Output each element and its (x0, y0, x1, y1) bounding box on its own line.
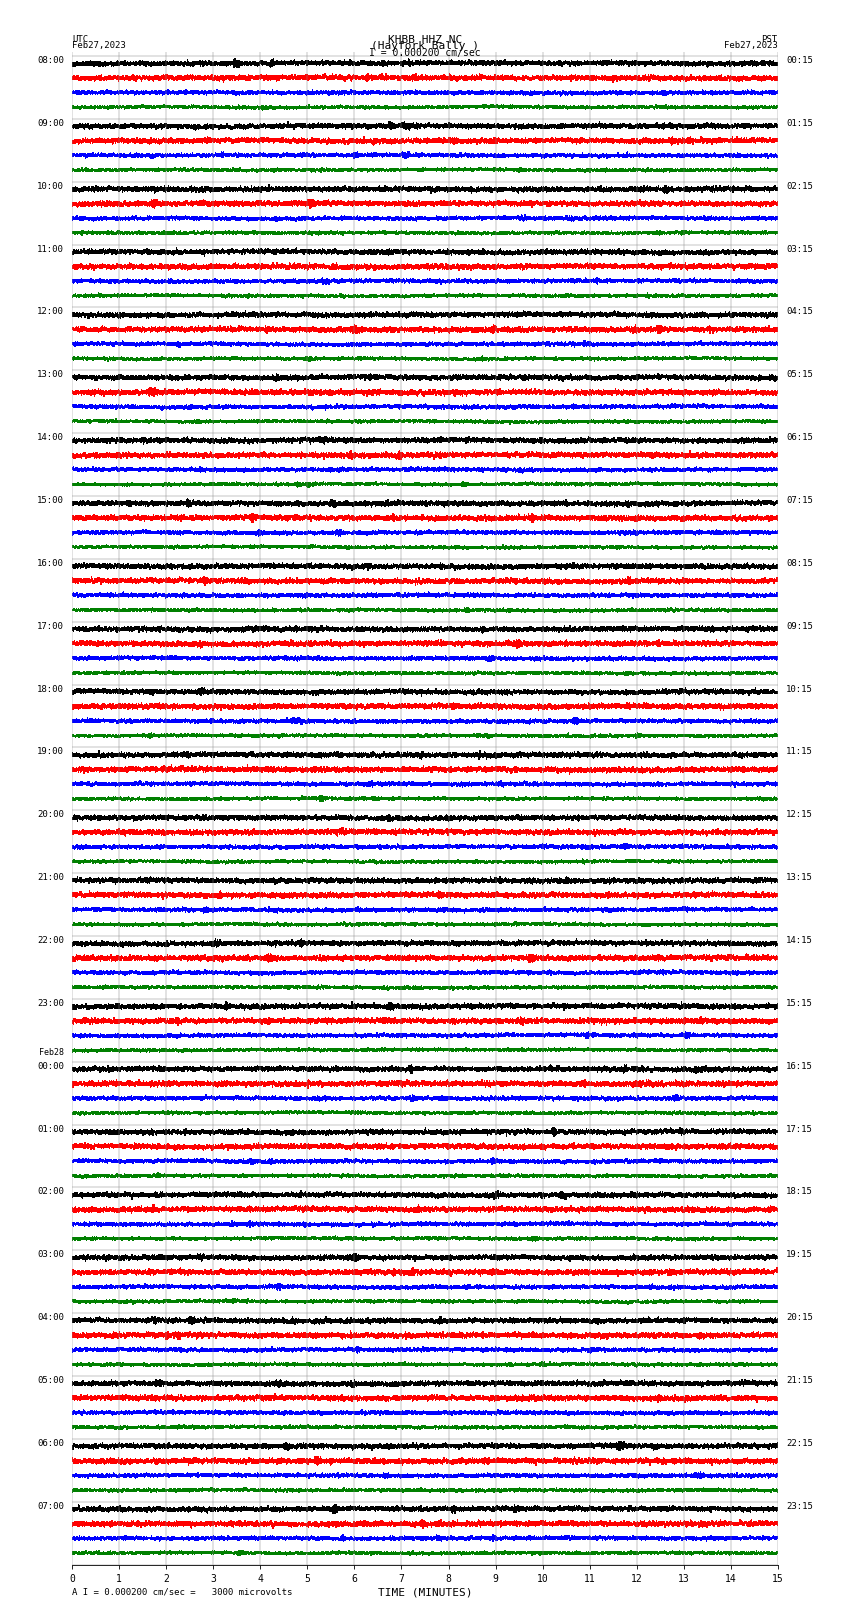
Text: 20:00: 20:00 (37, 810, 64, 819)
Text: Feb27,2023: Feb27,2023 (72, 40, 126, 50)
X-axis label: TIME (MINUTES): TIME (MINUTES) (377, 1587, 473, 1598)
Text: 13:15: 13:15 (786, 873, 813, 882)
Text: 10:00: 10:00 (37, 182, 64, 190)
Text: (Hayfork Bally ): (Hayfork Bally ) (371, 40, 479, 52)
Text: 14:15: 14:15 (786, 936, 813, 945)
Text: 11:00: 11:00 (37, 245, 64, 253)
Text: 07:15: 07:15 (786, 497, 813, 505)
Text: 21:00: 21:00 (37, 873, 64, 882)
Text: 18:15: 18:15 (786, 1187, 813, 1197)
Text: 04:15: 04:15 (786, 308, 813, 316)
Text: 06:15: 06:15 (786, 434, 813, 442)
Text: 00:00: 00:00 (37, 1061, 64, 1071)
Text: KHBB HHZ NC: KHBB HHZ NC (388, 35, 462, 45)
Text: 16:00: 16:00 (37, 558, 64, 568)
Text: 03:15: 03:15 (786, 245, 813, 253)
Text: 09:15: 09:15 (786, 621, 813, 631)
Text: 05:00: 05:00 (37, 1376, 64, 1386)
Text: 02:15: 02:15 (786, 182, 813, 190)
Text: A I = 0.000200 cm/sec =   3000 microvolts: A I = 0.000200 cm/sec = 3000 microvolts (72, 1587, 292, 1597)
Text: 00:15: 00:15 (786, 56, 813, 65)
Text: Feb28: Feb28 (39, 1048, 64, 1057)
Text: 01:15: 01:15 (786, 119, 813, 127)
Text: 12:00: 12:00 (37, 308, 64, 316)
Text: 22:15: 22:15 (786, 1439, 813, 1448)
Text: 03:00: 03:00 (37, 1250, 64, 1260)
Text: 15:15: 15:15 (786, 998, 813, 1008)
Text: Feb27,2023: Feb27,2023 (724, 40, 778, 50)
Text: 02:00: 02:00 (37, 1187, 64, 1197)
Text: 09:00: 09:00 (37, 119, 64, 127)
Text: 14:00: 14:00 (37, 434, 64, 442)
Text: 23:00: 23:00 (37, 998, 64, 1008)
Text: 17:00: 17:00 (37, 621, 64, 631)
Text: 10:15: 10:15 (786, 684, 813, 694)
Text: 04:00: 04:00 (37, 1313, 64, 1323)
Text: 08:00: 08:00 (37, 56, 64, 65)
Text: 13:00: 13:00 (37, 371, 64, 379)
Text: 08:15: 08:15 (786, 558, 813, 568)
Text: 18:00: 18:00 (37, 684, 64, 694)
Text: 12:15: 12:15 (786, 810, 813, 819)
Text: 15:00: 15:00 (37, 497, 64, 505)
Text: I = 0.000200 cm/sec: I = 0.000200 cm/sec (369, 47, 481, 58)
Text: 11:15: 11:15 (786, 747, 813, 756)
Text: 20:15: 20:15 (786, 1313, 813, 1323)
Text: 23:15: 23:15 (786, 1502, 813, 1511)
Text: 05:15: 05:15 (786, 371, 813, 379)
Text: 19:15: 19:15 (786, 1250, 813, 1260)
Text: 17:15: 17:15 (786, 1124, 813, 1134)
Text: 22:00: 22:00 (37, 936, 64, 945)
Text: 21:15: 21:15 (786, 1376, 813, 1386)
Text: 06:00: 06:00 (37, 1439, 64, 1448)
Text: 07:00: 07:00 (37, 1502, 64, 1511)
Text: PST: PST (762, 35, 778, 44)
Text: 16:15: 16:15 (786, 1061, 813, 1071)
Text: UTC: UTC (72, 35, 88, 44)
Text: 19:00: 19:00 (37, 747, 64, 756)
Text: 01:00: 01:00 (37, 1124, 64, 1134)
